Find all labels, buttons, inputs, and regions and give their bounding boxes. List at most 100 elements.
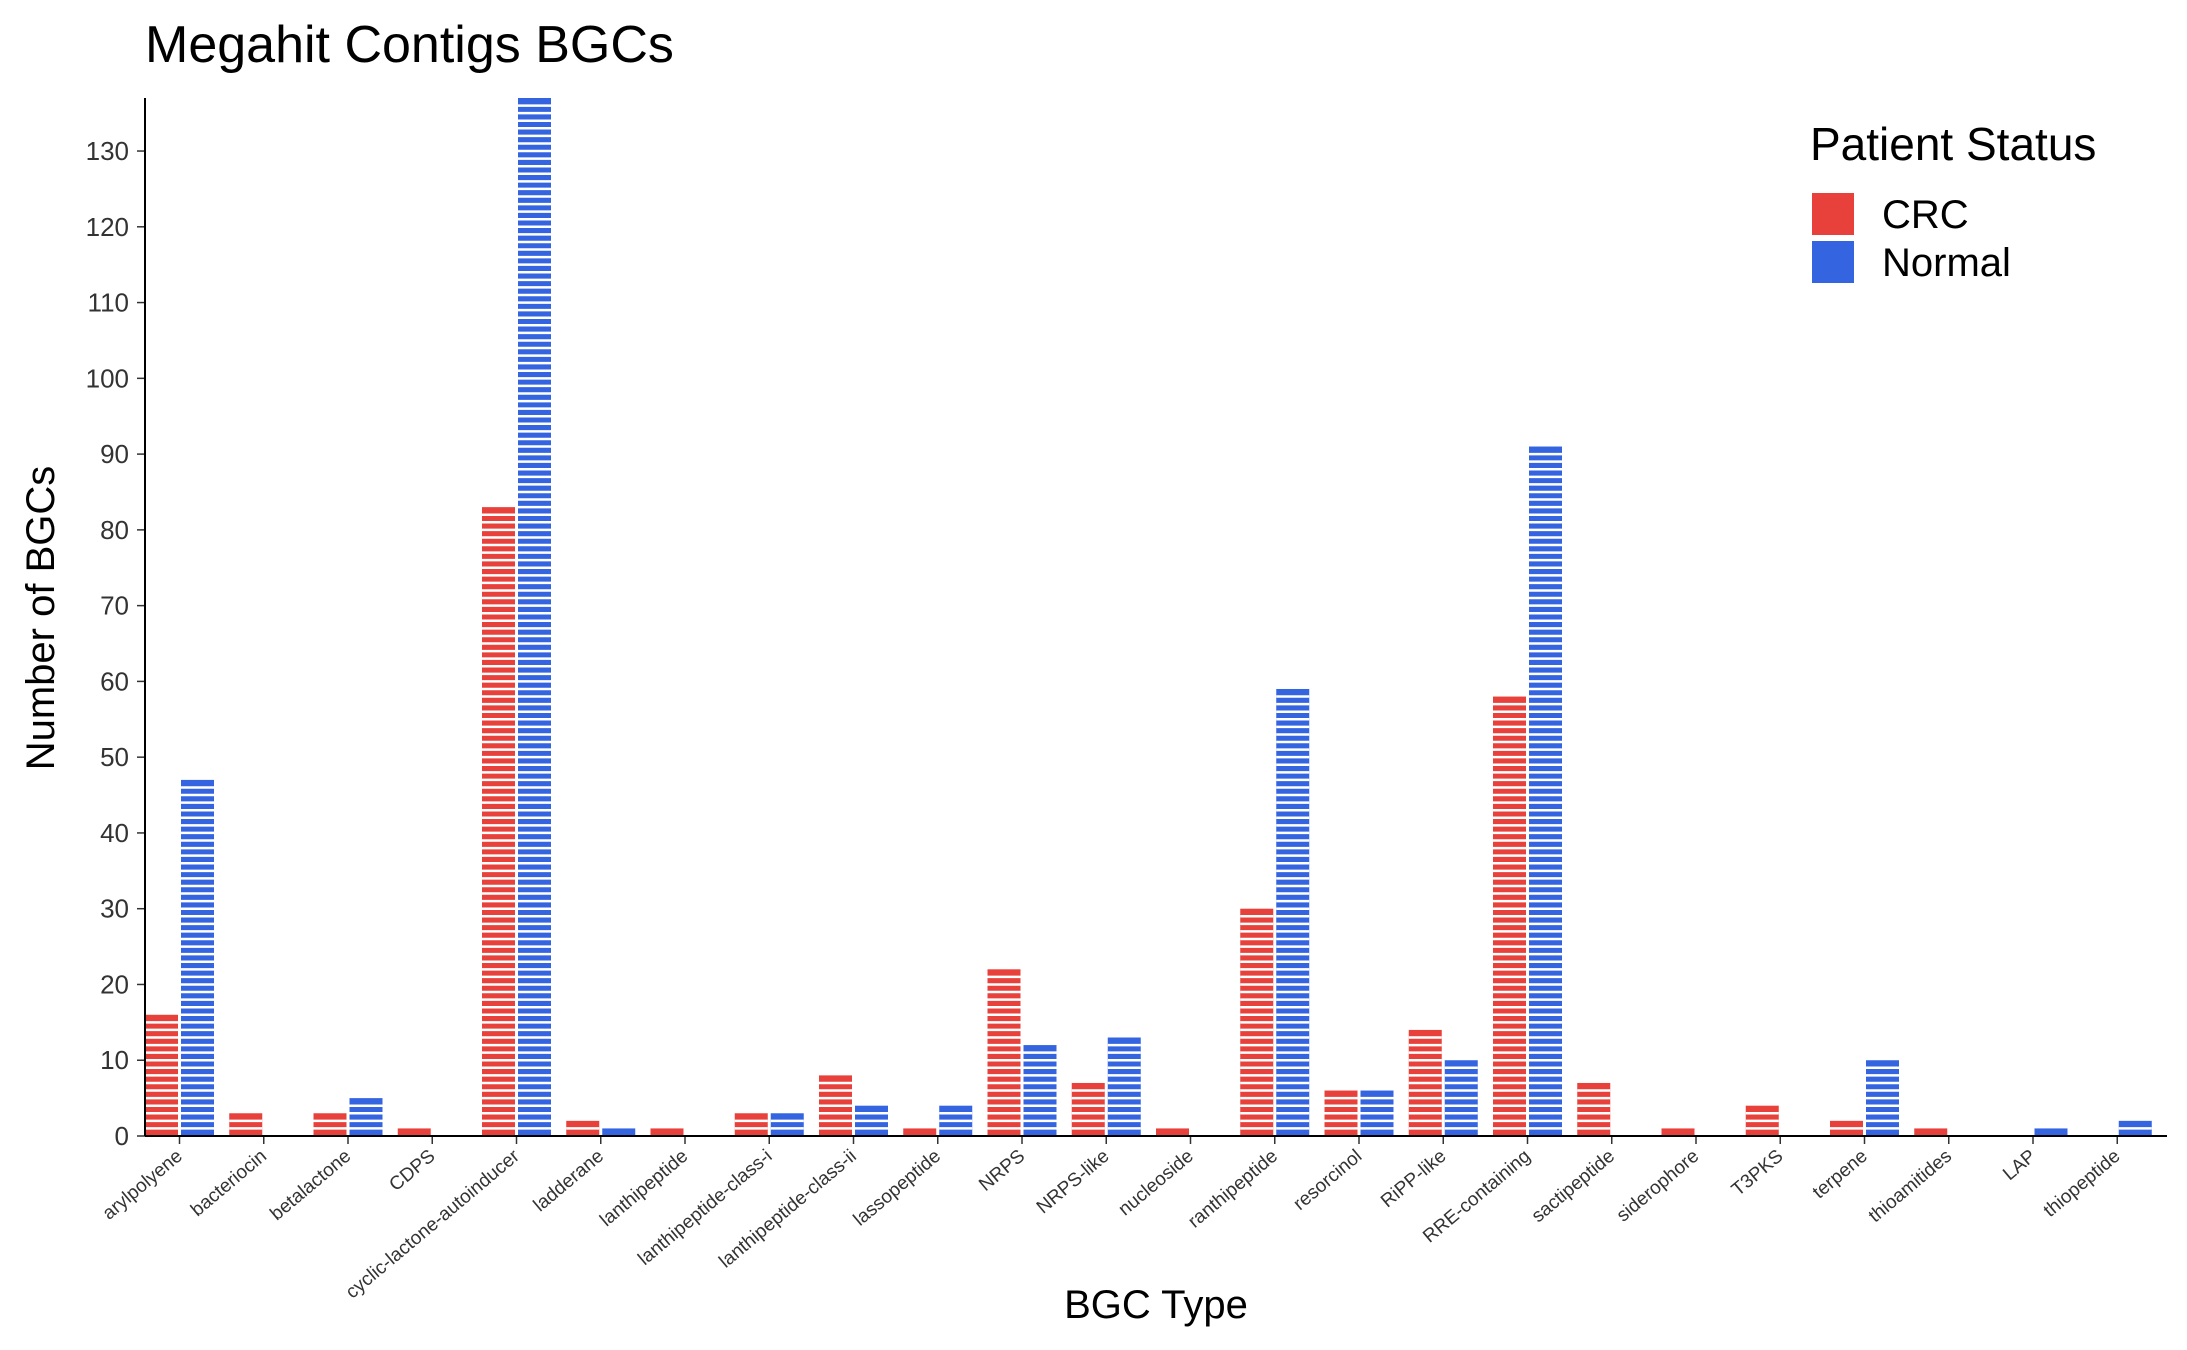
y-tick-label: 130 — [86, 136, 129, 166]
legend-swatch-crc — [1812, 193, 1854, 235]
bar-fill — [602, 1128, 636, 1136]
bar-fill — [650, 1128, 684, 1136]
x-tick-label: terpene — [1809, 1146, 1872, 1204]
y-tick-label: 0 — [115, 1121, 129, 1151]
legend-label-crc: CRC — [1882, 193, 1969, 237]
bar-fill — [229, 1113, 263, 1136]
bar-fill — [1914, 1128, 1948, 1136]
bar-normal-nrps-like — [1107, 1037, 1141, 1136]
bar-crc-nrps — [987, 969, 1021, 1136]
chart-title: Megahit Contigs BGCs — [145, 16, 674, 74]
bar-crc-cdps — [397, 1128, 431, 1136]
bar-normal-betalactone — [349, 1098, 383, 1136]
bar-normal-nrps — [1023, 1045, 1057, 1136]
bar-crc-arylpolyene — [145, 1014, 178, 1136]
bar-crc-lanthipeptide-class-i — [734, 1113, 768, 1136]
bar-normal-thiopeptide — [2118, 1120, 2152, 1136]
x-tick-label: thiopeptide — [2040, 1146, 2125, 1222]
bar-fill — [397, 1128, 431, 1136]
bar-normal-lanthipeptide-class-i — [770, 1113, 804, 1136]
x-tick-label: LAP — [1999, 1146, 2040, 1185]
x-tick-label: CDPS — [386, 1146, 440, 1196]
x-tick-label: siderophore — [1613, 1146, 1703, 1227]
bar-fill — [482, 507, 515, 1136]
bar-fill — [2034, 1128, 2068, 1136]
legend: Patient Status CRC Normal — [1810, 118, 2096, 285]
x-tick-label: sactipeptide — [1528, 1146, 1619, 1227]
bar-normal-arylpolyene — [181, 779, 214, 1136]
bar-crc-siderophore — [1661, 1128, 1695, 1136]
x-tick-label: NRPS — [975, 1146, 1029, 1196]
x-tick-label: cyclic-lactone-autoinducer — [342, 1145, 524, 1303]
bar-fill — [903, 1128, 937, 1136]
bar-normal-ripp-like — [1444, 1060, 1478, 1136]
bars-layer — [145, 98, 2152, 1137]
y-tick-label: 90 — [100, 439, 129, 469]
legend-label-normal: Normal — [1882, 241, 2011, 285]
bar-crc-ripp-like — [1408, 1029, 1442, 1136]
bar-fill — [518, 98, 551, 1136]
bar-fill — [1529, 446, 1562, 1137]
bar-fill — [1276, 688, 1310, 1136]
bar-crc-lanthipeptide-class-ii — [819, 1075, 852, 1136]
x-tick-label: T3PKS — [1728, 1146, 1788, 1201]
y-tick-label: 50 — [100, 742, 129, 772]
y-tick-label: 70 — [100, 591, 129, 621]
bar-fill — [313, 1113, 347, 1136]
bar-normal-lassopeptide — [939, 1105, 973, 1136]
bar-crc-lanthipeptide — [650, 1128, 684, 1136]
bar-fill — [770, 1113, 804, 1136]
bar-normal-resorcinol — [1360, 1090, 1394, 1136]
bar-crc-ranthipeptide — [1240, 908, 1274, 1136]
bar-normal-terpene — [1866, 1060, 1899, 1136]
x-tick-label: thioamitides — [1865, 1146, 1956, 1227]
bar-crc-lassopeptide — [903, 1128, 937, 1136]
bar-fill — [349, 1098, 383, 1136]
y-tick-label: 110 — [88, 288, 129, 318]
bar-crc-terpene — [1830, 1120, 1863, 1136]
bar-crc-bacteriocin — [229, 1113, 263, 1136]
legend-title: Patient Status — [1810, 118, 2096, 170]
bar-normal-lap — [2034, 1128, 2068, 1136]
bar-crc-ladderane — [566, 1120, 600, 1136]
bar-normal-ranthipeptide — [1276, 688, 1310, 1136]
x-axis-title: BGC Type — [1064, 1283, 1248, 1327]
bar-fill — [1577, 1082, 1611, 1136]
bar-normal-rre-containing — [1529, 446, 1562, 1137]
bar-fill — [1156, 1128, 1189, 1136]
y-axis-ticks: 0 10 20 30 40 50 60 70 80 90 100 110 120 130 — [86, 136, 145, 1151]
x-tick-label: RiPP-like — [1377, 1146, 1450, 1212]
bar-fill — [734, 1113, 768, 1136]
y-tick-label: 20 — [100, 969, 129, 999]
bar-crc-t3pks — [1745, 1105, 1779, 1136]
y-tick-label: 10 — [100, 1045, 129, 1075]
x-tick-label: bacteriocin — [187, 1146, 271, 1221]
x-tick-label: ranthipeptide — [1184, 1146, 1282, 1233]
bar-crc-cyclic-lactone-autoinducer — [482, 507, 515, 1136]
x-tick-label: betalactone — [266, 1146, 355, 1225]
bar-fill — [1661, 1128, 1695, 1136]
bar-crc-rre-containing — [1493, 696, 1526, 1136]
bar-fill — [1071, 1082, 1105, 1136]
x-tick-label: ladderane — [530, 1146, 608, 1216]
bar-crc-betalactone — [313, 1113, 347, 1136]
bar-crc-thioamitides — [1914, 1128, 1948, 1136]
x-tick-label: lassopeptide — [850, 1146, 945, 1231]
y-tick-label: 40 — [100, 818, 129, 848]
y-tick-label: 80 — [100, 515, 129, 545]
bar-normal-ladderane — [602, 1128, 636, 1136]
bar-crc-nucleoside — [1156, 1128, 1189, 1136]
bar-normal-cyclic-lactone-autoinducer — [518, 98, 551, 1136]
y-axis-title: Number of BGCs — [19, 466, 63, 771]
bar-normal-lanthipeptide-class-ii — [855, 1105, 888, 1136]
y-tick-label: 100 — [86, 363, 129, 393]
bar-crc-nrps-like — [1071, 1082, 1105, 1136]
legend-swatch-normal — [1812, 241, 1854, 283]
bar-crc-sactipeptide — [1577, 1082, 1611, 1136]
x-tick-label: nucleoside — [1115, 1146, 1198, 1220]
x-tick-label: NRPS-like — [1033, 1146, 1114, 1218]
bar-crc-resorcinol — [1324, 1090, 1358, 1136]
y-tick-label: 30 — [100, 894, 129, 924]
